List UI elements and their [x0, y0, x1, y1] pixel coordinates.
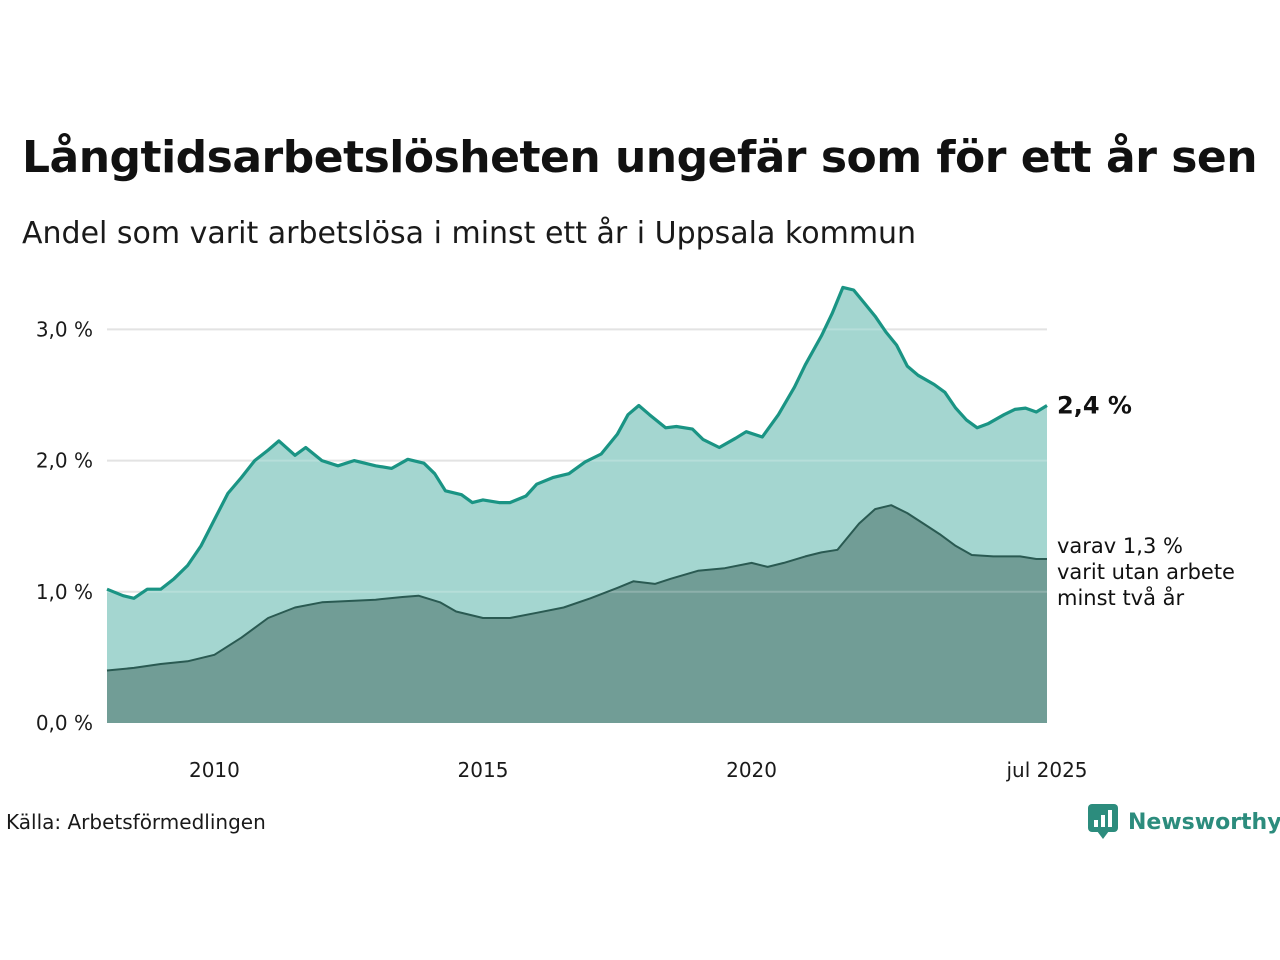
- line-long-term-unemployed: [106, 285, 1048, 600]
- x-tick-label: jul 2025: [1005, 758, 1087, 782]
- chart-title: Långtidsarbetslösheten ungefär som för e…: [22, 132, 1258, 183]
- x-tick-label: 2015: [458, 758, 509, 782]
- end-label-lower-line: varav 1,3 %: [1057, 534, 1183, 558]
- brand-name: Newsworthy: [1128, 809, 1280, 835]
- newsworthy-icon: [1088, 804, 1118, 839]
- line-two-years-unemployed: [106, 504, 1047, 672]
- area-two-years-unemployed: [107, 505, 1047, 723]
- end-label-upper: 2,4 %: [1057, 391, 1132, 419]
- y-tick-label: 0,0 %: [36, 711, 93, 735]
- y-tick-label: 1,0 %: [36, 580, 93, 604]
- source-note: Källa: Arbetsförmedlingen: [6, 810, 266, 834]
- newsworthy-logo[interactable]: Newsworthy: [1088, 804, 1280, 840]
- end-label-lower-line: varit utan arbete: [1057, 560, 1235, 584]
- y-tick-label: 3,0 %: [36, 317, 93, 341]
- chart-subtitle: Andel som varit arbetslösa i minst ett å…: [22, 216, 917, 251]
- y-tick-label: 2,0 %: [36, 449, 93, 473]
- x-tick-label: 2010: [189, 758, 240, 782]
- x-tick-label: 2020: [726, 758, 777, 782]
- end-label-lower-line: minst två år: [1057, 585, 1185, 610]
